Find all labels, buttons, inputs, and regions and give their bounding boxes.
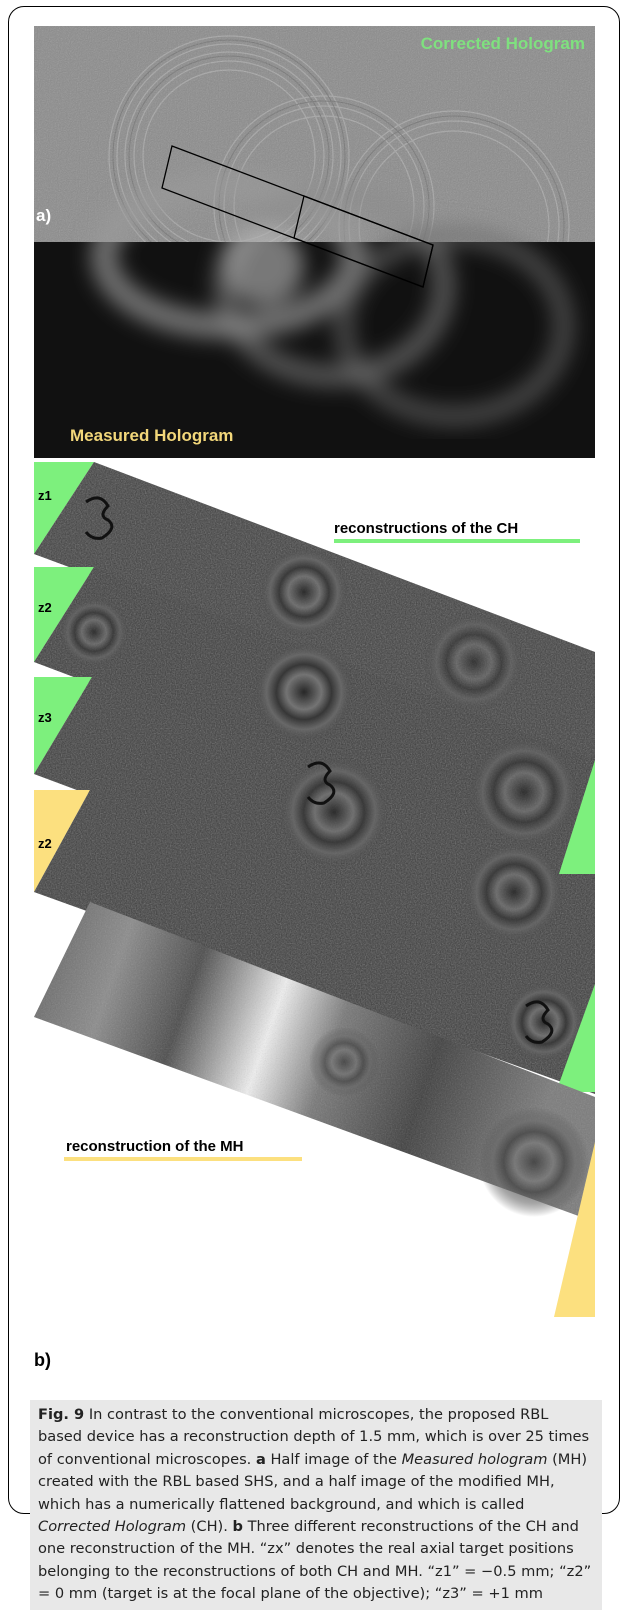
mh-reconstruction-label: reconstruction of the MH: [66, 1138, 244, 1155]
ch-reconstructions-label: reconstructions of the CH: [334, 520, 519, 537]
corrected-hologram-title: Corrected Hologram: [420, 34, 585, 53]
measured-hologram-title: Measured Hologram: [70, 426, 234, 445]
strip-z3-end-accent: [556, 984, 595, 1092]
mh-strip-end-accent: [554, 1142, 595, 1317]
strip-label-z1: z1: [38, 488, 52, 503]
panel-a-holograms: a) Corrected Hologram Measured Hologram: [34, 26, 595, 458]
strip-label-z3: z3: [38, 710, 52, 725]
caption-text-1: In contrast to the conventional microsco…: [38, 1406, 590, 1468]
panel-a-label: a): [36, 206, 52, 225]
caption-label-b: b: [232, 1518, 243, 1536]
caption-text-4: (CH).: [186, 1518, 233, 1536]
caption-text-3: (MH) created with the RBL based SHS, and…: [38, 1450, 588, 1513]
panel-b-reconstructions: z1 z2 z3 z2 reconstructions of the CH re…: [34, 462, 595, 1397]
caption-label-a: a: [255, 1450, 266, 1468]
caption-measured-hologram: Measured hologram: [401, 1450, 548, 1468]
measured-hologram-image: [34, 242, 595, 458]
caption-text-2: Half image of the: [265, 1450, 402, 1468]
caption-corrected-hologram: Corrected Hologram: [38, 1518, 187, 1536]
caption-fig-number: Fig. 9: [38, 1406, 85, 1423]
mh-underline: [64, 1157, 302, 1161]
strip-z3-accent-right: [559, 760, 595, 874]
strip-label-z2: z2: [38, 600, 52, 615]
figure-caption: Fig. 9 In contrast to the conventional m…: [30, 1400, 602, 1610]
ch-underline: [334, 539, 580, 543]
panel-b-label: b): [34, 1350, 51, 1370]
strip-label-z2-mh: z2: [38, 836, 52, 851]
